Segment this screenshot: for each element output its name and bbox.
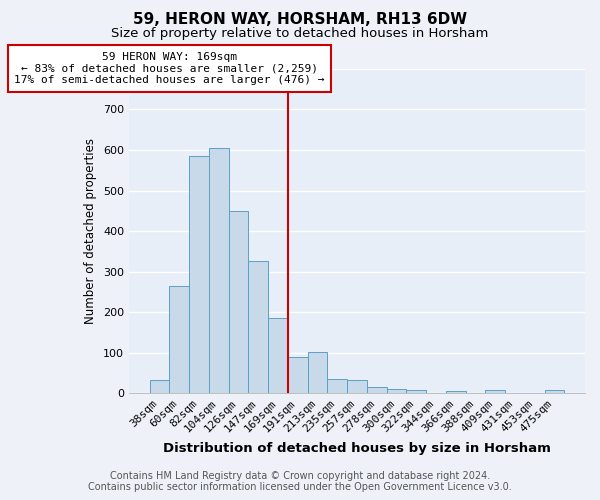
Bar (229, 211, 248, 393)
Text: 59, HERON WAY, HORSHAM, RH13 6DW: 59, HERON WAY, HORSHAM, RH13 6DW (133, 12, 467, 28)
Text: 59 HERON WAY: 169sqm
← 83% of detached houses are smaller (2,259)
17% of semi-de: 59 HERON WAY: 169sqm ← 83% of detached h… (14, 52, 325, 85)
Bar (406, 390, 426, 393)
X-axis label: Distribution of detached houses by size in Horsham: Distribution of detached houses by size … (163, 442, 551, 455)
Bar (169, 286, 189, 393)
Bar (308, 352, 328, 393)
Bar (248, 262, 268, 393)
Y-axis label: Number of detached properties: Number of detached properties (85, 138, 97, 324)
Bar (328, 379, 347, 393)
Bar (288, 356, 308, 393)
Bar (545, 390, 564, 393)
Bar (209, 148, 229, 393)
Bar (485, 390, 505, 393)
Bar (347, 380, 367, 393)
Bar (150, 380, 169, 393)
Bar (189, 156, 209, 393)
Bar (268, 318, 288, 393)
Bar (367, 387, 386, 393)
Text: Size of property relative to detached houses in Horsham: Size of property relative to detached ho… (112, 28, 488, 40)
Bar (386, 389, 406, 393)
Text: Contains HM Land Registry data © Crown copyright and database right 2024.
Contai: Contains HM Land Registry data © Crown c… (88, 471, 512, 492)
Bar (446, 391, 466, 393)
